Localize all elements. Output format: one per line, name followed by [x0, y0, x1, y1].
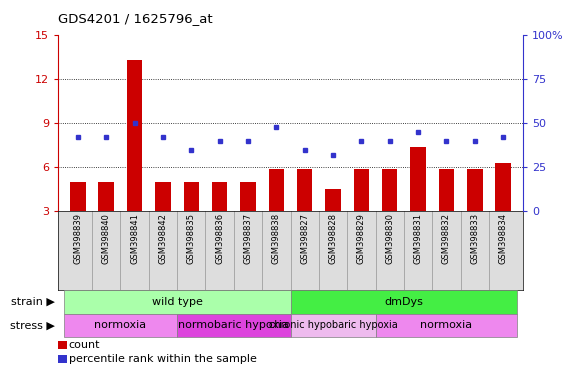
- Text: stress ▶: stress ▶: [10, 321, 55, 331]
- Text: GSM398832: GSM398832: [442, 213, 451, 264]
- Text: dmDys: dmDys: [385, 297, 424, 307]
- Bar: [240, 182, 256, 212]
- Bar: [382, 169, 397, 212]
- Bar: [325, 189, 341, 212]
- Text: GSM398840: GSM398840: [102, 213, 111, 264]
- Text: normobaric hypoxia: normobaric hypoxia: [178, 321, 289, 331]
- Bar: [410, 147, 426, 212]
- Text: GSM398827: GSM398827: [300, 213, 309, 264]
- Text: GSM398842: GSM398842: [159, 213, 167, 264]
- Bar: [184, 182, 199, 212]
- Bar: [127, 60, 142, 212]
- Text: GSM398834: GSM398834: [498, 213, 508, 264]
- Text: count: count: [69, 340, 100, 350]
- Text: GSM398828: GSM398828: [328, 213, 338, 264]
- Bar: [177, 314, 290, 337]
- Text: wild type: wild type: [152, 297, 203, 307]
- Text: chronic hypobaric hypoxia: chronic hypobaric hypoxia: [268, 321, 397, 331]
- Text: GSM398837: GSM398837: [243, 213, 253, 264]
- Text: GSM398833: GSM398833: [470, 213, 479, 264]
- Bar: [375, 314, 517, 337]
- Text: GSM398835: GSM398835: [187, 213, 196, 264]
- Bar: [99, 182, 114, 212]
- Bar: [290, 290, 517, 314]
- Text: GSM398841: GSM398841: [130, 213, 139, 264]
- Bar: [495, 163, 511, 212]
- Bar: [297, 169, 313, 212]
- Text: GDS4201 / 1625796_at: GDS4201 / 1625796_at: [58, 12, 213, 25]
- Bar: [290, 314, 375, 337]
- Text: GSM398838: GSM398838: [272, 213, 281, 264]
- Bar: [268, 169, 284, 212]
- Bar: [212, 182, 227, 212]
- Bar: [439, 169, 454, 212]
- Bar: [64, 290, 290, 314]
- Text: GSM398839: GSM398839: [73, 213, 83, 264]
- Text: GSM398830: GSM398830: [385, 213, 394, 264]
- Text: GSM398836: GSM398836: [215, 213, 224, 264]
- Text: GSM398831: GSM398831: [414, 213, 422, 264]
- Bar: [64, 314, 177, 337]
- Bar: [155, 182, 171, 212]
- Bar: [70, 182, 86, 212]
- Bar: [354, 169, 369, 212]
- Text: normoxia: normoxia: [94, 321, 146, 331]
- Bar: [467, 169, 482, 212]
- Text: normoxia: normoxia: [420, 321, 472, 331]
- Text: strain ▶: strain ▶: [11, 297, 55, 307]
- Text: GSM398829: GSM398829: [357, 213, 366, 264]
- Text: percentile rank within the sample: percentile rank within the sample: [69, 354, 256, 364]
